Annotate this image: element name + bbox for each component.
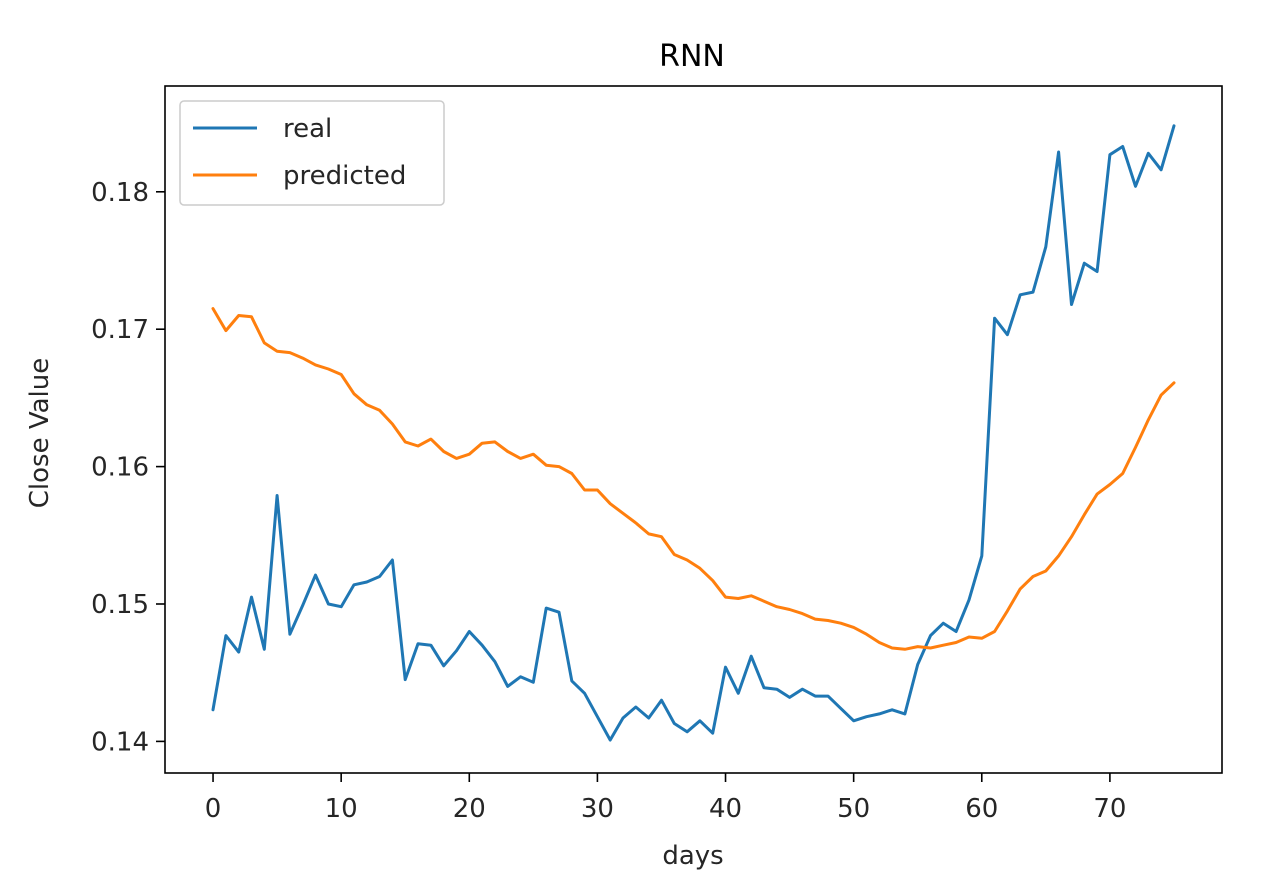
- x-tick-label: 50: [837, 794, 870, 824]
- y-tick-label: 0.15: [91, 590, 149, 620]
- x-axis-ticks: 0 10 20 30 40 50 60 70: [205, 773, 1126, 824]
- legend: real predicted: [179, 100, 445, 206]
- series-line-predicted: [211, 307, 1176, 651]
- x-tick-label: 0: [205, 794, 222, 824]
- x-tick-label: 20: [453, 794, 486, 824]
- series-line-real: [211, 124, 1176, 742]
- y-axis-label: Close Value: [25, 358, 55, 509]
- x-axis-label: days: [662, 841, 723, 871]
- y-axis-ticks: 0.14 0.15 0.16 0.17 0.18: [91, 178, 165, 757]
- legend-label-real: real: [283, 114, 332, 144]
- x-tick-label: 60: [965, 794, 998, 824]
- x-tick-label: 40: [709, 794, 742, 824]
- legend-label-predicted: predicted: [283, 161, 406, 191]
- y-tick-label: 0.17: [91, 315, 149, 345]
- x-tick-label: 70: [1093, 794, 1126, 824]
- y-tick-label: 0.16: [91, 453, 149, 483]
- chart-title: RNN: [659, 39, 725, 74]
- x-tick-label: 10: [325, 794, 358, 824]
- plot-frame: [164, 85, 1223, 774]
- plot-series-group: [211, 124, 1176, 742]
- x-tick-label: 30: [581, 794, 614, 824]
- y-tick-label: 0.18: [91, 178, 149, 208]
- y-tick-label: 0.14: [91, 727, 149, 757]
